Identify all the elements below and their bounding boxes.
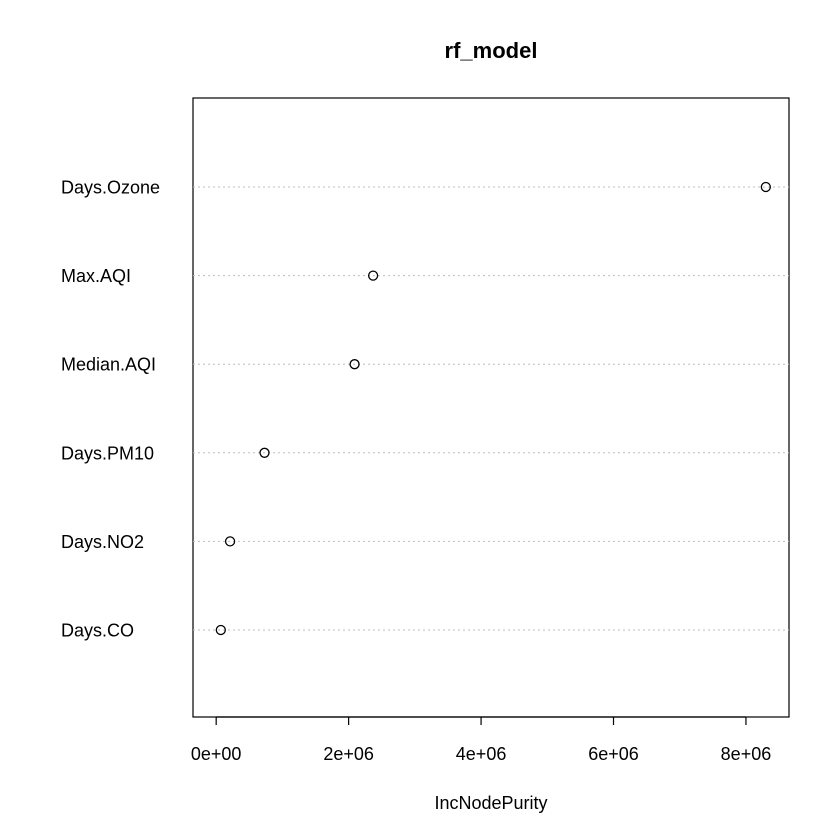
x-tick-label-2: 4e+06 xyxy=(456,744,507,764)
x-tick-label-4: 8e+06 xyxy=(721,744,772,764)
chart-title: rf_model xyxy=(445,38,538,63)
x-tick-label-1: 2e+06 xyxy=(323,744,374,764)
data-point-days-pm10 xyxy=(259,447,270,458)
category-label-median-aqi: Median.AQI xyxy=(61,355,156,375)
category-label-days-co: Days.CO xyxy=(61,621,134,641)
category-label-days-pm10: Days.PM10 xyxy=(61,443,154,463)
x-tick-label-3: 6e+06 xyxy=(588,744,639,764)
plot-frame xyxy=(192,97,790,718)
category-label-max-aqi: Max.AQI xyxy=(61,266,131,286)
category-labels: Days.Ozone Max.AQI Median.AQI Days.PM10 Days… xyxy=(61,178,160,641)
category-label-days-no2: Days.NO2 xyxy=(61,532,144,552)
guide-lines xyxy=(193,186,789,631)
x-axis-label: IncNodePurity xyxy=(434,793,547,813)
data-point-days-no2 xyxy=(224,536,236,547)
data-points xyxy=(215,181,771,636)
data-point-days-ozone xyxy=(760,181,771,193)
data-point-max-aqi xyxy=(367,270,379,281)
data-point-days-co xyxy=(215,624,226,636)
category-label-days-ozone: Days.Ozone xyxy=(61,178,160,198)
x-axis: 0e+00 2e+06 4e+06 6e+06 8e+06 xyxy=(191,716,772,764)
x-tick-label-0: 0e+00 xyxy=(191,744,242,764)
data-point-median-aqi xyxy=(349,359,360,370)
